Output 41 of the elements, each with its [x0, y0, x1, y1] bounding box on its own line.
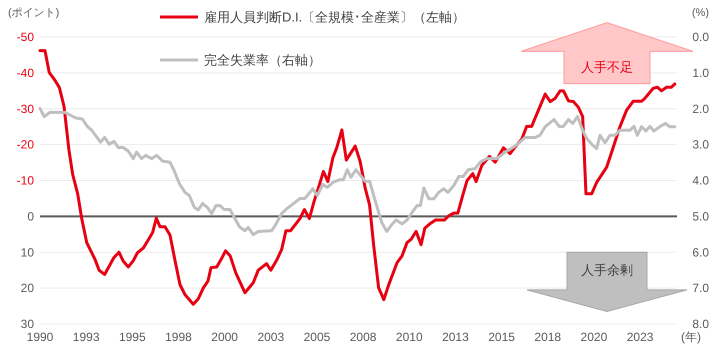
y-tick-label: 30 — [20, 317, 34, 331]
y2-tick-label: 6.0 — [692, 245, 710, 260]
y-tick-label: -30 — [16, 102, 34, 116]
y-axis-title: (ポイント) — [8, 7, 60, 19]
y2-tick-label: 2.0 — [692, 102, 710, 116]
x-tick-label: 1993 — [72, 330, 100, 344]
annotation: 人手不足 — [581, 59, 633, 74]
y2-tick-label: 4.0 — [692, 174, 710, 188]
x-axis-title: (年) — [681, 330, 701, 344]
y2-axis-title: (%) — [692, 7, 709, 19]
y2-tick-label: 5.0 — [692, 209, 710, 224]
line-series — [38, 106, 676, 236]
x-tick-label: 2023 — [626, 330, 654, 344]
x-tick-label: 2008 — [350, 330, 377, 344]
y-tick-label: -10 — [16, 174, 34, 188]
x-tick-label: 2013 — [442, 330, 470, 344]
line-series — [38, 49, 676, 306]
x-tick-label: 1998 — [165, 330, 192, 344]
y-tick-label: 20 — [20, 281, 34, 296]
legend-label: 雇用人員判断D.I.〔全規模･全産業〕（左軸） — [204, 10, 466, 24]
x-tick-label: 2018 — [534, 330, 562, 344]
y2-tick-label: 0.0 — [692, 30, 710, 44]
y-tick-label: -50 — [16, 30, 34, 44]
x-tick-label: 1990 — [26, 330, 54, 344]
y-tick-label: -40 — [16, 66, 34, 80]
y2-tick-label: 3.0 — [692, 138, 710, 152]
y2-tick-label: 7.0 — [692, 281, 710, 296]
y-tick-label: -20 — [16, 138, 34, 152]
x-tick-label: 1995 — [118, 330, 146, 344]
x-tick-label: 2003 — [257, 330, 284, 344]
y-tick-label: 0 — [27, 209, 34, 224]
x-tick-label: 2005 — [304, 330, 331, 344]
x-tick-label: 2015 — [488, 330, 516, 344]
x-tick-label: 2000 — [211, 330, 238, 344]
x-tick-label: 2010 — [396, 330, 423, 344]
annotation: 人手余剰 — [581, 262, 633, 278]
x-tick-label: 2020 — [580, 330, 608, 344]
legend-label: 完全失業率（右軸） — [204, 52, 321, 68]
y2-tick-label: 8.0 — [692, 317, 710, 331]
y-tick-label: 10 — [20, 245, 34, 260]
y2-tick-label: 1.0 — [692, 66, 710, 80]
